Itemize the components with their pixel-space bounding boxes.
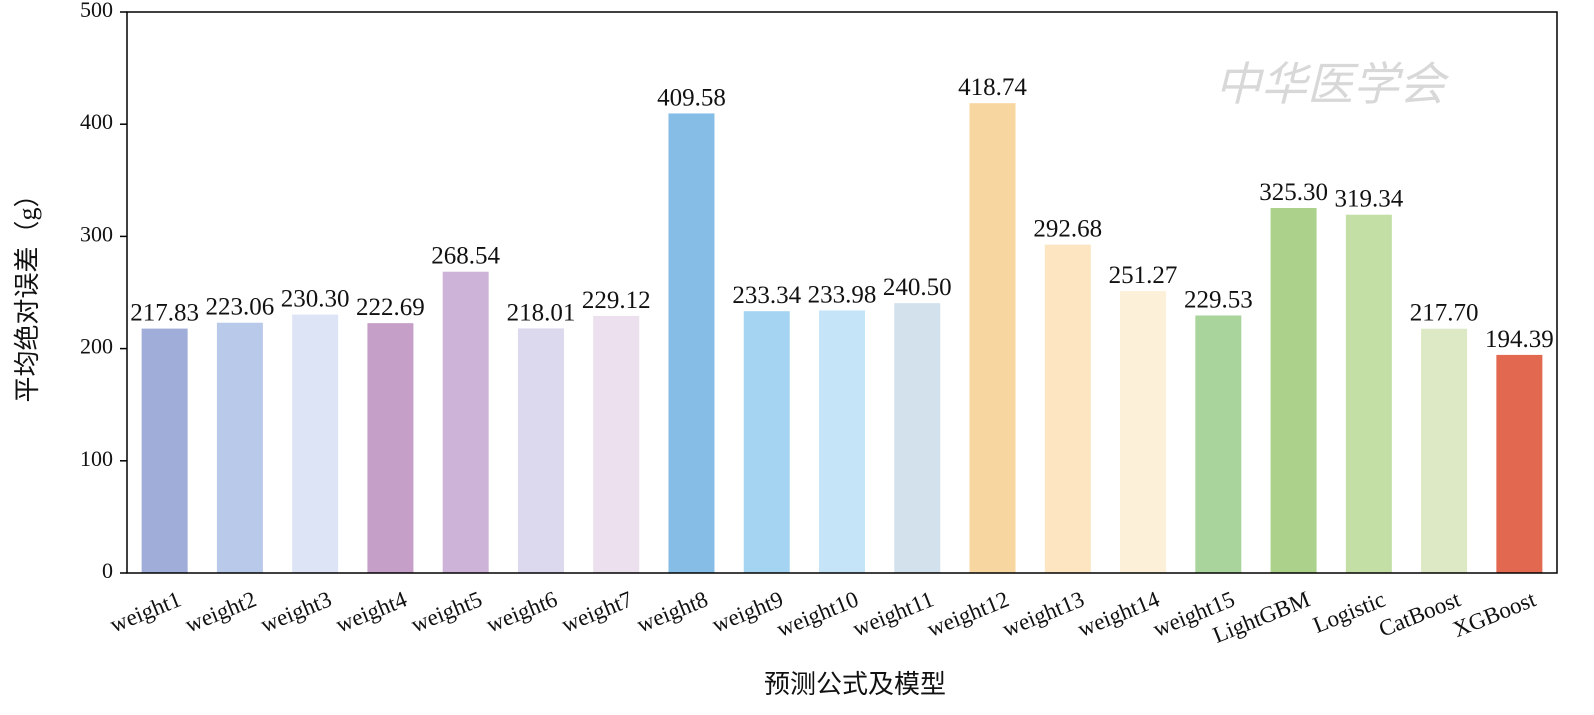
- bar: [1345, 214, 1392, 574]
- x-tick-label: Logistic: [1309, 586, 1388, 637]
- x-tick-label: weight6: [483, 586, 561, 637]
- value-label: 240.50: [883, 274, 952, 301]
- x-tick-label: weight14: [1074, 586, 1163, 641]
- bar: [141, 328, 188, 573]
- bar: [1270, 208, 1317, 573]
- value-label: 233.98: [808, 281, 877, 308]
- x-tick-label: CatBoost: [1375, 586, 1464, 641]
- x-tick-label: weight3: [257, 586, 335, 637]
- y-tick-label: 400: [80, 109, 113, 134]
- x-tick-label: weight13: [999, 586, 1088, 641]
- value-label: 222.69: [356, 294, 425, 321]
- x-tick-label: weight11: [849, 586, 937, 641]
- x-tick-label: weight5: [407, 586, 485, 637]
- x-axis-title: 预测公式及模型: [764, 670, 946, 699]
- value-label: 233.34: [732, 282, 801, 309]
- x-tick-label: weight2: [182, 586, 260, 637]
- value-label: 319.34: [1334, 186, 1403, 213]
- bar: [1421, 328, 1468, 573]
- y-tick-label: 300: [80, 221, 113, 246]
- x-tick-label: weight1: [106, 586, 184, 637]
- value-label: 230.30: [281, 286, 350, 313]
- bar: [292, 314, 339, 573]
- bar: [969, 103, 1016, 574]
- x-tick-label: weight4: [332, 586, 411, 637]
- bar: [367, 323, 414, 573]
- bar: [1195, 315, 1242, 573]
- y-axis-title: 平均绝对误差（g）: [13, 181, 42, 402]
- watermark: 中华医学会: [1215, 59, 1450, 110]
- x-tick-label: XGBoost: [1449, 586, 1540, 642]
- value-label: 218.01: [507, 299, 576, 326]
- value-label: 409.58: [657, 84, 726, 111]
- value-label: 217.83: [130, 300, 199, 327]
- bar: [1496, 354, 1543, 573]
- value-label: 268.54: [431, 243, 500, 270]
- bar: [1044, 244, 1091, 573]
- y-tick-label: 500: [80, 0, 113, 22]
- value-label: 229.12: [582, 287, 651, 314]
- x-tick-label: weight12: [924, 586, 1013, 641]
- value-label: 325.30: [1259, 179, 1328, 206]
- bar: [1120, 291, 1167, 573]
- x-tick-label: weight8: [633, 586, 711, 637]
- bar: [216, 322, 263, 573]
- y-tick-label: 100: [80, 446, 113, 471]
- value-label: 194.39: [1485, 326, 1554, 353]
- bar: [743, 311, 790, 573]
- bar: [894, 303, 941, 573]
- bar: [517, 328, 564, 573]
- value-label: 251.27: [1109, 262, 1178, 289]
- x-tick-label: weight10: [773, 586, 862, 641]
- x-tick-label: weight7: [558, 586, 636, 637]
- bar: [819, 310, 865, 573]
- y-tick-label: 200: [80, 334, 113, 359]
- bar: [668, 113, 715, 574]
- value-label: 217.70: [1410, 300, 1479, 327]
- y-tick-label: 0: [102, 558, 113, 583]
- value-label: 229.53: [1184, 286, 1253, 313]
- value-label: 418.74: [958, 74, 1027, 101]
- value-label: 292.68: [1033, 216, 1102, 243]
- x-tick-label: weight9: [709, 586, 787, 637]
- bar: [593, 315, 640, 573]
- bar: [442, 271, 489, 573]
- plot-frame: [126, 11, 1558, 574]
- value-label: 223.06: [206, 294, 275, 321]
